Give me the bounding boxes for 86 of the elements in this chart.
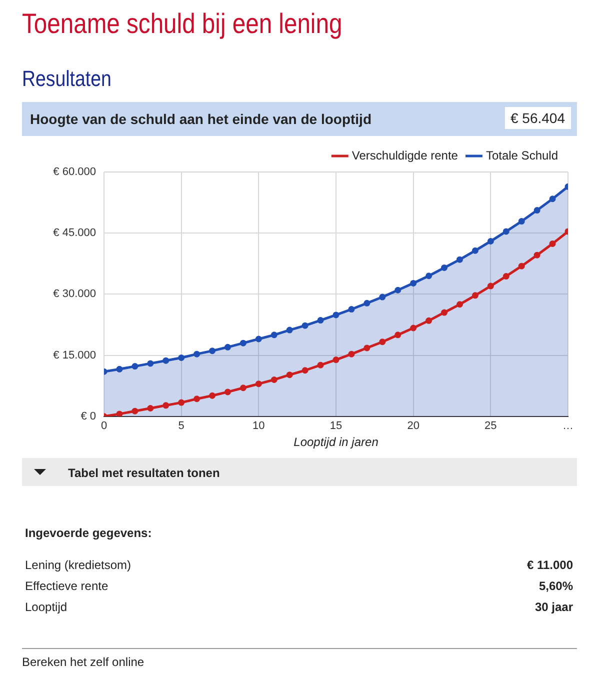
point	[426, 317, 432, 324]
point	[302, 322, 308, 329]
point	[534, 252, 540, 258]
point	[270, 332, 278, 338]
point	[456, 256, 463, 263]
point	[394, 332, 402, 338]
point	[534, 207, 540, 214]
point	[194, 396, 200, 402]
text: Tabel met resultaten tonen	[68, 466, 220, 480]
y-tick-label: € 45.000	[53, 227, 96, 240]
point	[132, 363, 138, 370]
point	[441, 309, 448, 316]
text: Bereken het zelf online	[22, 648, 577, 669]
text: Effectieve rente	[25, 579, 108, 593]
point	[364, 300, 370, 306]
point	[441, 264, 448, 271]
point	[394, 286, 402, 294]
point	[194, 350, 200, 358]
point	[487, 238, 494, 244]
text: Lening (kredietsom)	[25, 558, 132, 572]
x-axis-title: Looptijd in jaren	[294, 435, 379, 450]
point	[162, 402, 170, 409]
point	[240, 340, 246, 346]
y-tick-label: € 60.000	[53, 166, 96, 178]
x-tick-label: 15	[330, 420, 342, 432]
point	[487, 282, 494, 290]
y-tick-label: € 30.000	[53, 288, 96, 300]
point	[209, 392, 216, 399]
point	[410, 280, 417, 286]
y-tick-label: € 0	[80, 410, 96, 422]
point	[255, 336, 262, 342]
point	[270, 376, 278, 383]
text: € 56.404	[504, 107, 571, 129]
point	[518, 218, 525, 225]
point	[240, 384, 246, 392]
text: Looptijd	[25, 600, 68, 614]
point	[116, 410, 123, 416]
point	[224, 388, 231, 396]
point	[224, 344, 231, 350]
point	[426, 272, 432, 280]
point	[286, 372, 293, 378]
point	[502, 273, 510, 280]
point	[502, 228, 510, 235]
point	[209, 348, 216, 354]
text: 30 jaar	[534, 600, 573, 614]
point	[348, 350, 355, 358]
x-tick-label: 0	[100, 420, 108, 432]
chart-title: Toename schuld bij een lening	[22, 8, 342, 40]
y-tick-label: € 15.000	[53, 349, 96, 362]
point	[379, 294, 386, 300]
point	[132, 408, 138, 414]
point	[178, 399, 185, 406]
point	[472, 292, 478, 299]
x-tick-label: 10	[252, 420, 265, 432]
point	[549, 196, 556, 202]
text: 5,60%	[538, 579, 573, 593]
point	[147, 405, 154, 412]
point	[332, 312, 340, 318]
point	[147, 360, 154, 367]
text: Hoogte van de schuld aan het einde van de looptijd	[30, 111, 372, 127]
point	[332, 356, 340, 364]
point	[116, 366, 123, 372]
point	[364, 344, 370, 352]
x-tick-label: 20	[407, 420, 420, 432]
point	[348, 306, 355, 313]
point	[456, 301, 463, 308]
point	[255, 380, 262, 388]
x-tick-label: 25	[484, 420, 497, 432]
point	[472, 247, 478, 254]
chart-subtitle: Resultaten	[22, 66, 112, 92]
point	[549, 240, 556, 247]
legend-label: Totale Schuld	[486, 148, 558, 162]
point	[379, 338, 386, 346]
point	[286, 326, 293, 334]
legend-label: Verschuldigde rente	[352, 148, 458, 162]
point	[518, 262, 525, 270]
text: Ingevoerde gegevens:	[25, 526, 152, 540]
point	[162, 357, 170, 364]
point	[317, 362, 324, 368]
x-tick-label: …	[562, 420, 574, 432]
x-tick-label: 5	[178, 420, 184, 432]
point	[410, 324, 417, 332]
point	[302, 367, 308, 374]
text: € 11.000	[526, 558, 573, 572]
point	[317, 317, 324, 324]
point	[178, 354, 185, 361]
